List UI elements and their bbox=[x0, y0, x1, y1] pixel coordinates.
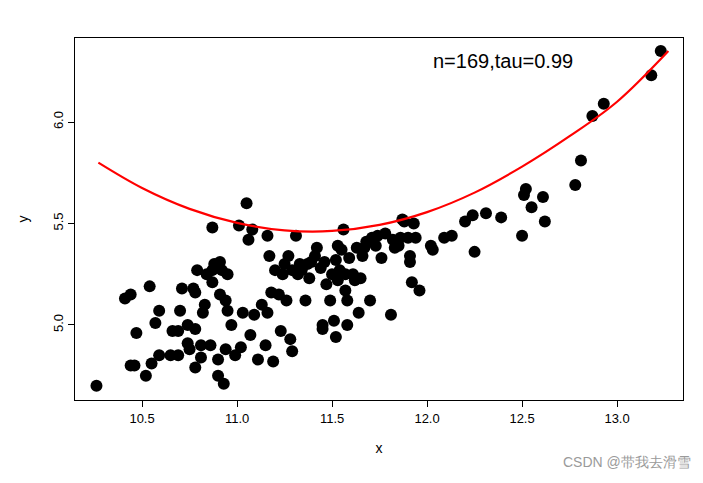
svg-text:11.5: 11.5 bbox=[320, 411, 344, 426]
svg-text:x: x bbox=[376, 440, 383, 456]
svg-text:5.5: 5.5 bbox=[51, 212, 66, 230]
svg-text:10.5: 10.5 bbox=[129, 411, 154, 426]
svg-text:12.5: 12.5 bbox=[509, 411, 534, 426]
svg-text:6.0: 6.0 bbox=[51, 111, 66, 129]
svg-text:n=169,tau=0.99: n=169,tau=0.99 bbox=[433, 50, 573, 72]
svg-text:13.0: 13.0 bbox=[604, 411, 629, 426]
svg-text:CSDN @带我去滑雪: CSDN @带我去滑雪 bbox=[563, 454, 691, 470]
svg-text:y: y bbox=[15, 216, 31, 223]
svg-text:12.0: 12.0 bbox=[414, 411, 439, 426]
svg-text:5.0: 5.0 bbox=[51, 314, 66, 332]
svg-text:11.0: 11.0 bbox=[225, 411, 249, 426]
